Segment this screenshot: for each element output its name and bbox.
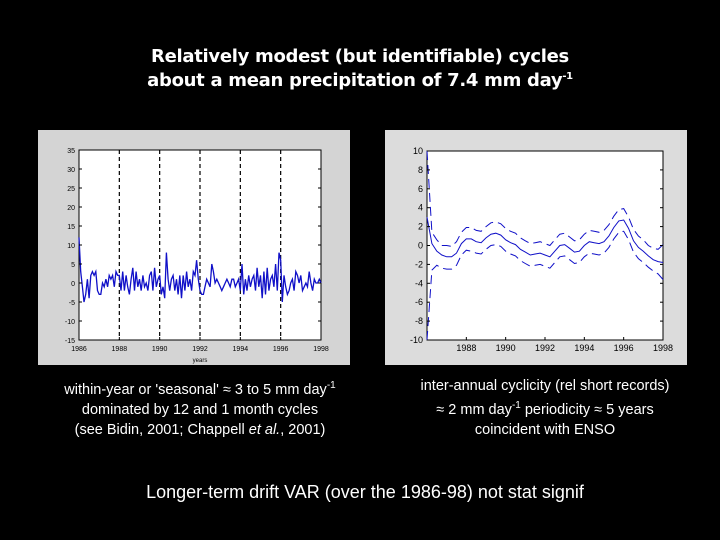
right-caption-line3: coincident with ENSO xyxy=(474,421,616,438)
x-tick-label: 1992 xyxy=(192,346,208,353)
x-tick-label: 1996 xyxy=(614,343,634,353)
x-tick-label: 1990 xyxy=(496,343,516,353)
slide-title-line2: about a mean precipitation of 7.4 mm day… xyxy=(0,70,720,91)
caption-italic: et al. xyxy=(248,421,281,438)
y-tick-label: 5 xyxy=(71,262,75,269)
y-tick-label: -8 xyxy=(415,316,423,326)
x-tick-label: 1998 xyxy=(313,346,329,353)
y-tick-label: 0 xyxy=(71,281,75,288)
x-tick-label: 1998 xyxy=(653,343,673,353)
y-tick-label: 2 xyxy=(418,222,423,232)
right-caption: inter-annual cyclicity (rel short record… xyxy=(375,376,715,440)
y-tick-label: -10 xyxy=(65,319,75,326)
x-tick-label: 1986 xyxy=(71,346,87,353)
interannual-trend-chart: -10 -8 -6 -4 -2 0 2 4 6 8 10 1988 1990 1992 1994 1996 19… xyxy=(410,146,673,353)
caption-text: within-year or 'seasonal' ≈ 3 to 5 mm da… xyxy=(64,381,327,398)
x-tick-label: 1990 xyxy=(152,346,168,353)
y-tick-label: 25 xyxy=(67,186,75,193)
caption-sup: -1 xyxy=(511,400,521,411)
left-caption: within-year or 'seasonal' ≈ 3 to 5 mm da… xyxy=(30,376,370,440)
caption-text: , 2001) xyxy=(280,421,326,438)
y-tick-label: -6 xyxy=(415,297,423,307)
right-chart-panel: -10 -8 -6 -4 -2 0 2 4 6 8 10 1988 1990 1992 1994 1996 19… xyxy=(385,130,687,365)
left-caption-line2: dominated by 12 and 1 month cycles xyxy=(81,401,319,418)
y-tick-label: 20 xyxy=(67,205,75,212)
title-superscript: -1 xyxy=(562,71,573,82)
bottom-statement: Longer-term drift VAR (over the 1986-98)… xyxy=(146,482,584,502)
y-tick-label: 10 xyxy=(67,243,75,250)
caption-sup: -1 xyxy=(326,380,336,391)
plot-area xyxy=(426,150,664,341)
series-line-0 xyxy=(426,217,664,263)
x-tick-label: 1994 xyxy=(233,346,249,353)
y-tick-label: 0 xyxy=(418,241,423,251)
caption-text: ≈ 2 mm day xyxy=(436,401,512,418)
slide-title-line1: Relatively modest (but identifiable) cyc… xyxy=(151,46,569,67)
x-tick-label: 1994 xyxy=(574,343,594,353)
y-tick-label: 4 xyxy=(418,203,423,213)
series-line-2 xyxy=(426,230,664,341)
x-tick-label: 1988 xyxy=(112,346,128,353)
y-tick-label: -5 xyxy=(69,300,75,307)
right-caption-line2: ≈ 2 mm day-1 periodicity ≈ 5 years xyxy=(375,396,715,420)
monthly-precipitation-chart: -15 -10 -5 0 5 10 15 20 25 30 35 1986 1988 1990 1992 19… xyxy=(65,148,329,364)
right-caption-line1: inter-annual cyclicity (rel short record… xyxy=(420,378,670,394)
caption-text: (see Bidin, 2001; Chappell xyxy=(74,421,249,438)
left-chart-panel: -15 -10 -5 0 5 10 15 20 25 30 35 1986 1988 1990 1992 19… xyxy=(38,130,350,365)
y-tick-label: -15 xyxy=(65,338,75,345)
series-line-0 xyxy=(78,237,322,303)
x-axis-label: years xyxy=(193,358,208,364)
series-line-1 xyxy=(426,150,664,250)
x-tick-label: 1988 xyxy=(456,343,476,353)
y-tick-label: 6 xyxy=(418,184,423,194)
left-caption-line3: (see Bidin, 2001; Chappell et al., 2001) xyxy=(30,420,370,440)
y-tick-label: 30 xyxy=(67,167,75,174)
left-caption-line1: within-year or 'seasonal' ≈ 3 to 5 mm da… xyxy=(30,376,370,400)
y-tick-label: -4 xyxy=(415,278,423,288)
x-tick-label: 1996 xyxy=(273,346,289,353)
caption-text: periodicity ≈ 5 years xyxy=(520,401,654,418)
y-tick-label: 8 xyxy=(418,165,423,175)
x-tick-label: 1992 xyxy=(535,343,555,353)
y-tick-label: 15 xyxy=(67,224,75,231)
y-tick-label: 35 xyxy=(67,148,75,155)
y-tick-label: -2 xyxy=(415,259,423,269)
title-line2-text: about a mean precipitation of 7.4 mm day xyxy=(147,70,563,91)
y-tick-label: -10 xyxy=(410,335,423,345)
y-tick-label: 10 xyxy=(413,146,423,156)
